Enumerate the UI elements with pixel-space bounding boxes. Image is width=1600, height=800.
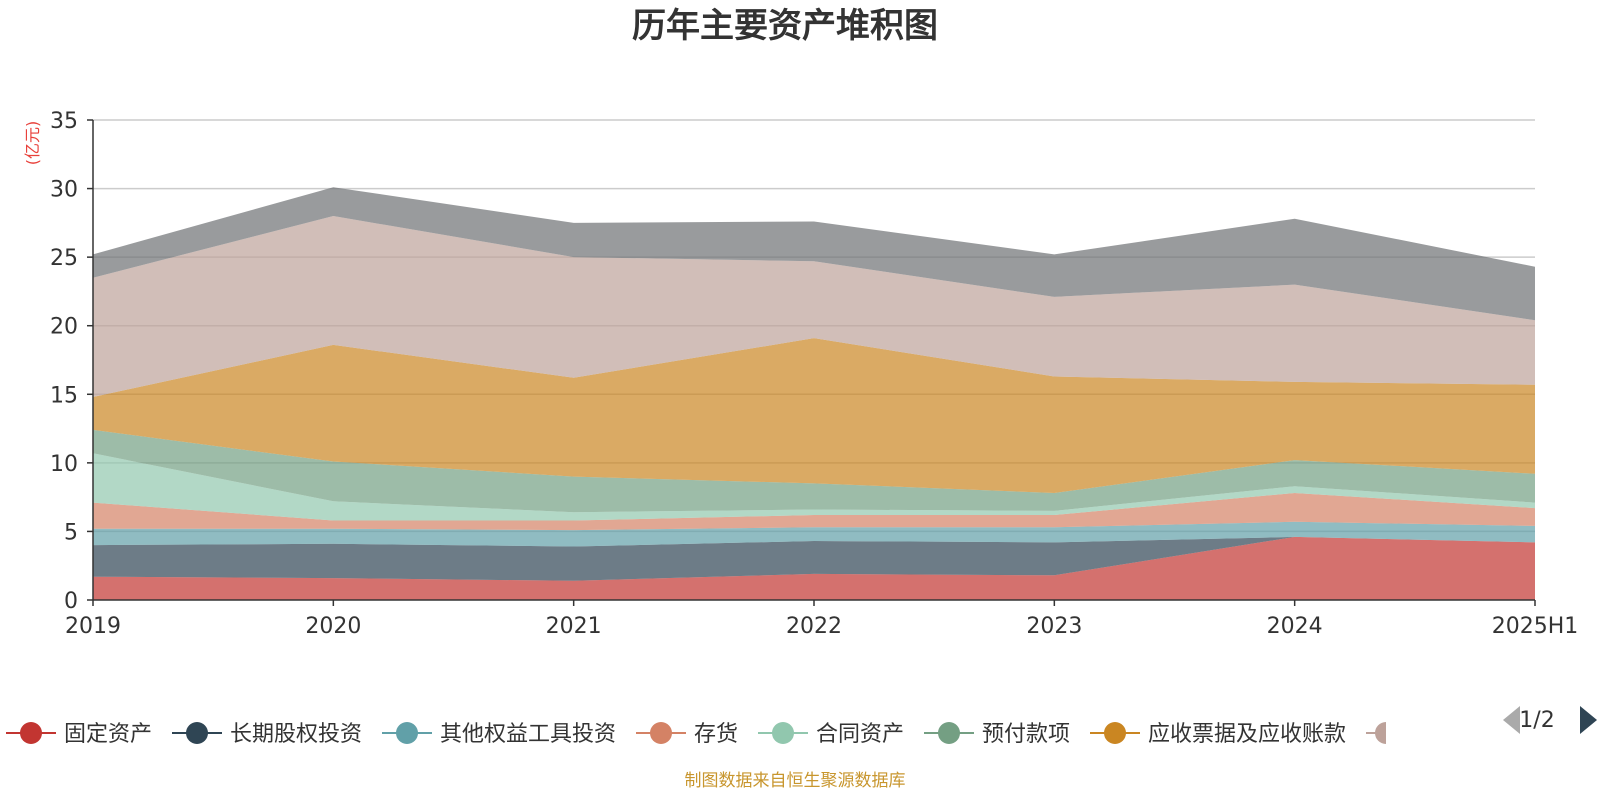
legend-marker: [938, 722, 960, 744]
area-series-3: [93, 521, 1535, 547]
legend-item-truncated[interactable]: [1366, 722, 1386, 744]
x-tick-label: 2020: [305, 614, 361, 639]
legend-marker: [186, 722, 208, 744]
legend-item[interactable]: 应收票据及应收账款: [1090, 722, 1346, 747]
x-tick-label: 2023: [1026, 614, 1082, 639]
y-tick-label: 30: [50, 178, 78, 203]
legend-item[interactable]: 存货: [636, 722, 738, 747]
y-axis-label: (亿元): [23, 121, 42, 166]
legend-item[interactable]: 长期股权投资: [172, 722, 362, 747]
area-series-9: [93, 187, 1535, 321]
legend-label: 存货: [694, 722, 738, 747]
legend-marker: [1104, 722, 1126, 744]
legend[interactable]: 固定资产 长期股权投资 其他权益工具投资 存货 合同资产 预付款项 应收票据及应收账款: [6, 722, 1386, 747]
legend-label: 固定资产: [64, 722, 152, 747]
x-tick-label: 2019: [65, 614, 121, 639]
x-tick-label: 2025H1: [1492, 614, 1579, 639]
legend-item[interactable]: 预付款项: [924, 722, 1070, 747]
x-tick-label: 2024: [1267, 614, 1323, 639]
area-series-4: [93, 493, 1535, 531]
area-series-6: [93, 429, 1535, 513]
legend-item[interactable]: 其他权益工具投资: [382, 722, 616, 747]
legend-marker: [396, 722, 418, 744]
area-series-8: [93, 216, 1535, 397]
legend-marker: [20, 722, 42, 744]
area-series-1: [93, 536, 1535, 600]
area-series-2: [93, 536, 1535, 581]
legend-label: 合同资产: [816, 722, 904, 747]
y-tick-label: 10: [50, 452, 78, 477]
chart-title: 历年主要资产堆积图: [632, 6, 938, 46]
legend-marker: [772, 722, 794, 744]
y-tick-label: 5: [64, 520, 78, 545]
y-tick-label: 0: [64, 589, 78, 614]
y-tick-label: 15: [50, 383, 78, 408]
area-series-5: [93, 453, 1535, 521]
legend-label: 长期股权投资: [230, 722, 362, 747]
legend-page-indicator: 1/2: [1519, 708, 1554, 733]
legend-next-page-icon[interactable]: [1580, 706, 1597, 734]
legend-item[interactable]: 合同资产: [758, 722, 904, 747]
axes: 0 5 10 15 20 25 30 35 2019 2020 2021 2022 2023 2024 20…: [50, 109, 1578, 639]
footnote: 制图数据来自恒生聚源数据库: [685, 771, 906, 791]
y-tick-label: 25: [50, 246, 78, 271]
legend-item[interactable]: 固定资产: [6, 722, 152, 747]
y-tick-label: 35: [50, 109, 78, 134]
x-tick-label: 2021: [546, 614, 602, 639]
area-series: [93, 187, 1535, 600]
legend-label: 应收票据及应收账款: [1148, 722, 1346, 747]
x-tick-label: 2022: [786, 614, 842, 639]
legend-marker: [650, 722, 672, 744]
y-tick-label: 20: [50, 315, 78, 340]
legend-marker: [1375, 722, 1386, 744]
legend-pagination: 1/2: [1503, 706, 1597, 734]
legend-label: 其他权益工具投资: [440, 722, 616, 747]
legend-label: 预付款项: [982, 722, 1070, 747]
area-series-7: [93, 338, 1535, 493]
legend-prev-page-icon[interactable]: [1503, 706, 1520, 734]
